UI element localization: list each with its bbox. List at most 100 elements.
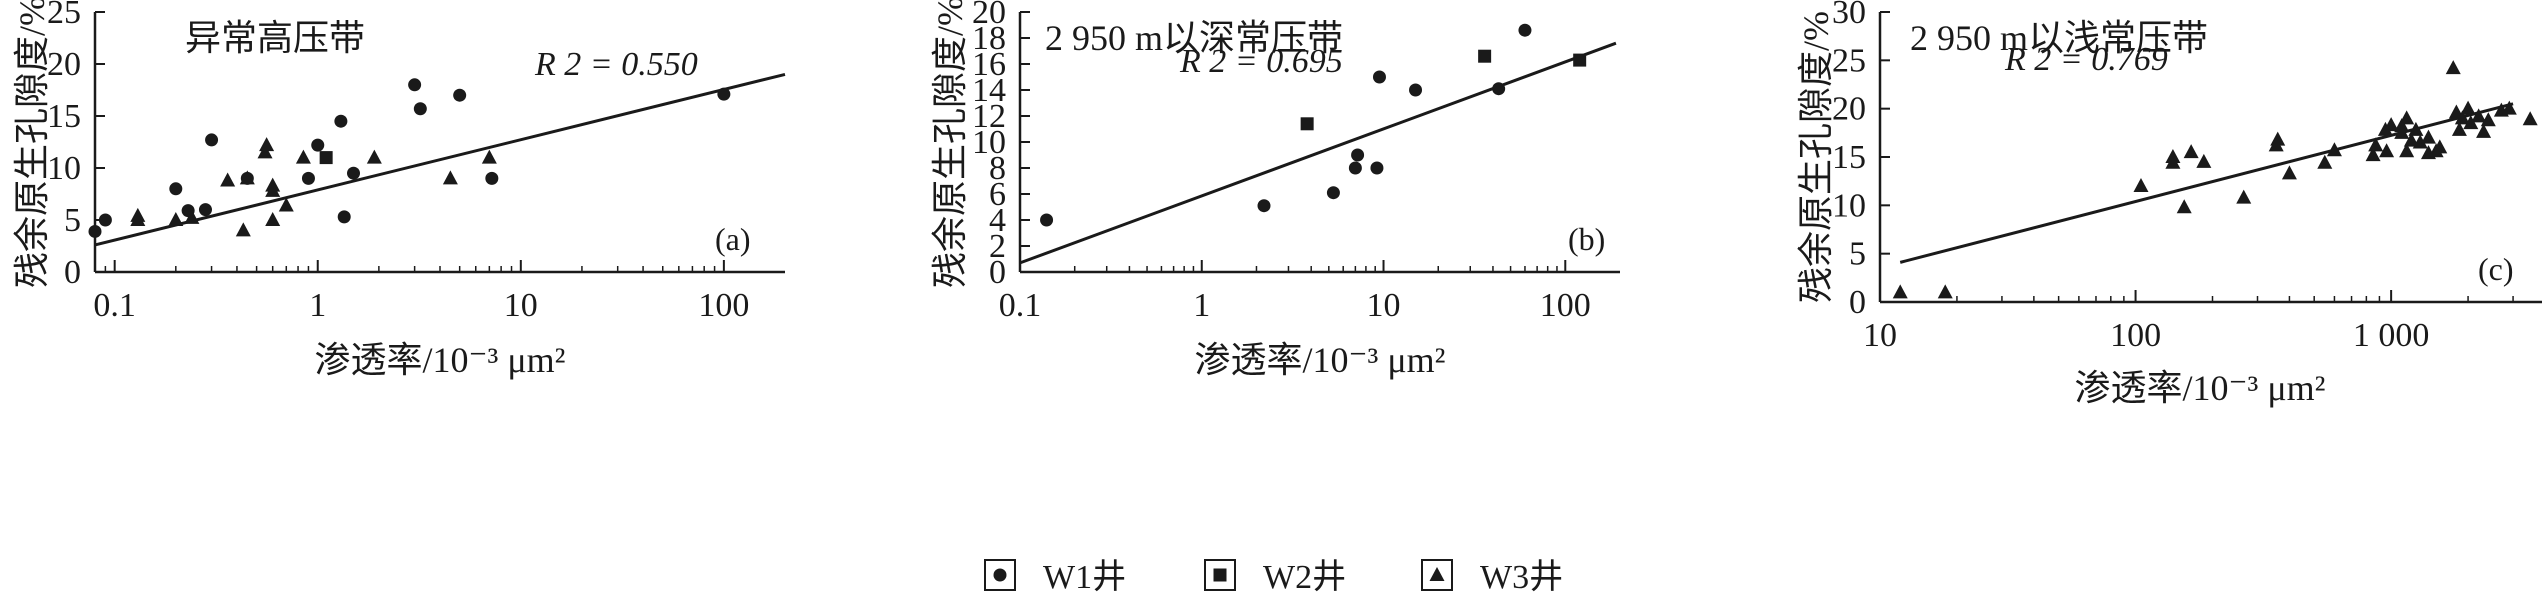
y-tick-label: 10 [47, 150, 81, 187]
y-tick-label: 15 [1832, 139, 1866, 176]
legend-marker-box [1421, 559, 1453, 591]
data-point [2445, 60, 2461, 75]
data-point [2281, 165, 2297, 180]
panel-label: (a) [715, 221, 751, 257]
data-point [1409, 83, 1423, 97]
data-point [2365, 147, 2381, 162]
data-point [2236, 189, 2252, 204]
x-axis-title: 渗透率/10⁻³ μm² [2075, 368, 2326, 408]
y-tick-label: 6 [989, 176, 1006, 213]
y-tick-label: 20 [972, 0, 1006, 31]
series-triangle [130, 137, 497, 237]
data-point [2476, 123, 2492, 138]
series-circle [1040, 23, 1532, 227]
data-point [169, 182, 183, 196]
data-point [2408, 121, 2424, 136]
data-point [1351, 148, 1365, 162]
panel-label: (b) [1568, 221, 1605, 257]
data-point [235, 222, 251, 237]
data-point [220, 172, 236, 187]
x-axis-title: 渗透率/10⁻³ μm² [1195, 340, 1446, 380]
data-point [1372, 70, 1386, 84]
data-point [265, 212, 281, 226]
y-tick-label: 14 [972, 72, 1006, 109]
legend-label: W2井 [1263, 558, 1346, 596]
data-point [1370, 161, 1384, 175]
data-point [2196, 153, 2212, 168]
data-point [2480, 112, 2496, 127]
data-point [2165, 149, 2181, 163]
data-point [1892, 284, 1908, 299]
data-point [2399, 143, 2415, 158]
y-tick-label: 12 [972, 98, 1006, 135]
trend-line [94, 72, 786, 247]
y-tick-label: 10 [972, 124, 1006, 161]
y-tick-label: 10 [1832, 187, 1866, 224]
y-axis-title: 残余原生孔隙度/% [930, 0, 970, 288]
trend-line [1019, 41, 1617, 265]
y-tick-label: 20 [1832, 91, 1866, 128]
y-tick-label: 5 [64, 202, 81, 239]
x-tick-label: 100 [1540, 287, 1591, 324]
data-point [366, 149, 382, 164]
x-tick-label: 1 [1193, 287, 1210, 324]
x-tick-label: 10 [504, 287, 538, 324]
data-point [2463, 115, 2479, 130]
data-point [239, 170, 255, 185]
y-tick-label: 0 [1849, 284, 1866, 321]
data-point [2471, 108, 2487, 123]
series-triangle [1892, 60, 2538, 299]
data-point [1573, 53, 1587, 67]
data-point [257, 144, 273, 159]
x-tick-label: 10 [1367, 287, 1401, 324]
r-squared-label: R 2 = 0.695 [1179, 43, 1343, 80]
data-point [2133, 178, 2149, 192]
legend: W1井 W2井 W3井 [984, 558, 1563, 596]
data-point [205, 133, 219, 147]
data-point [2317, 154, 2333, 169]
legend-marker [1429, 567, 1445, 581]
data-point [453, 88, 467, 102]
y-tick-label: 16 [972, 46, 1006, 83]
panel-title: 异常高压带 [185, 18, 365, 58]
chart-panel-1: 0 5 10 15 20 25 0.1 1 10 100 异常高压带 R 2 = 0.550 (a) 渗透… [12, 0, 786, 380]
series-square [1300, 49, 1587, 131]
x-tick-label: 0.1 [93, 287, 136, 324]
data-point [717, 87, 731, 101]
data-point [2383, 117, 2399, 132]
r-squared-label: R 2 = 0.550 [534, 46, 698, 83]
r-squared-label: R 2 = 0.769 [2004, 41, 2168, 78]
data-point [2420, 129, 2436, 144]
data-point [1478, 49, 1492, 63]
y-tick-label: 20 [47, 46, 81, 83]
y-tick-label: 25 [47, 0, 81, 31]
x-tick-label: 1 [309, 287, 326, 324]
data-point [88, 224, 102, 238]
data-point [2183, 144, 2199, 159]
legend-marker [1213, 568, 1227, 582]
data-point [337, 210, 351, 224]
legend-marker [993, 568, 1007, 582]
x-axis-title: 渗透率/10⁻³ μm² [315, 340, 566, 380]
data-point [184, 209, 200, 224]
legend-marker-box [984, 559, 1016, 591]
y-axis-title: 残余原生孔隙度/% [12, 0, 52, 288]
y-tick-label: 30 [1832, 0, 1866, 31]
data-point [481, 149, 497, 164]
data-point [1040, 213, 1054, 227]
data-point [265, 182, 281, 197]
data-point [2412, 134, 2428, 149]
y-tick-label: 0 [989, 254, 1006, 291]
data-point [319, 151, 333, 165]
data-point [2522, 111, 2538, 126]
series-circle [88, 78, 731, 238]
y-tick-label: 2 [989, 228, 1006, 265]
data-point [2176, 199, 2192, 214]
data-point [259, 137, 275, 152]
data-point [2454, 110, 2470, 125]
data-point [130, 207, 146, 222]
data-point [1326, 186, 1340, 200]
trend-line [1899, 102, 2514, 264]
